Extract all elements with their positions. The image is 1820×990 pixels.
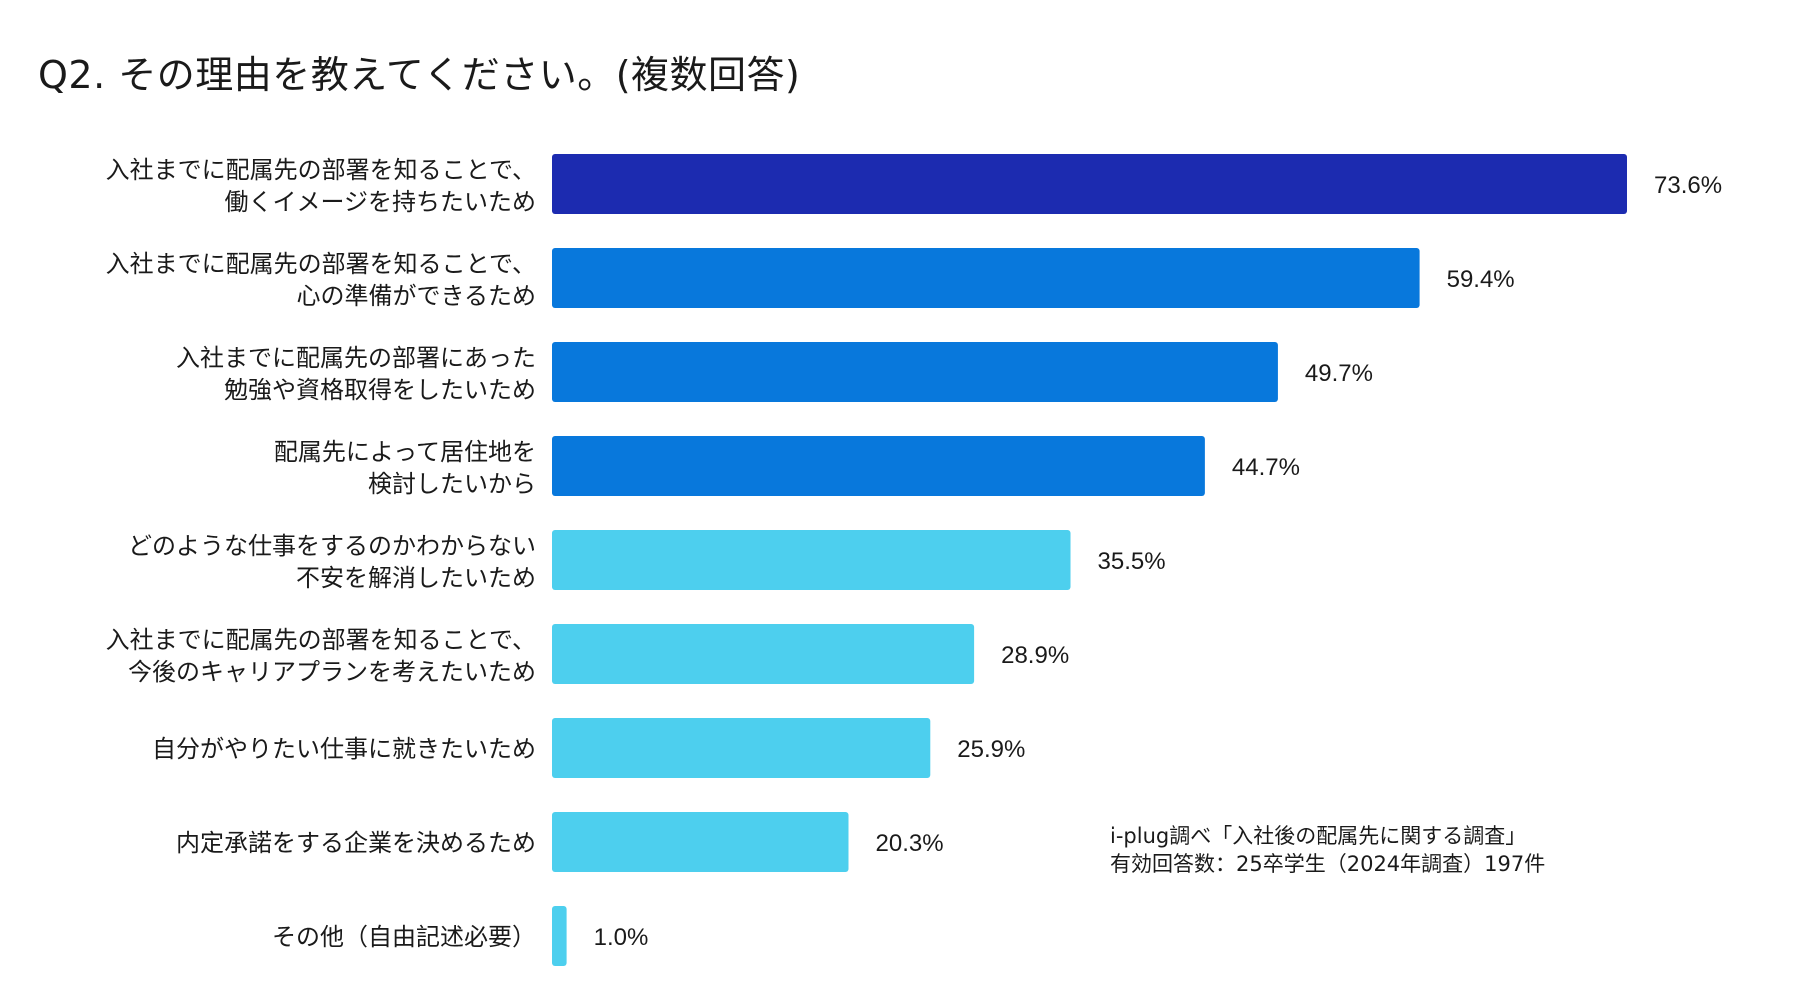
bar-2 (552, 248, 1420, 308)
category-label-4-line-1: 配属先によって居住地を (274, 438, 536, 466)
category-label-9-line-1: その他（自由記述必要） (272, 923, 536, 951)
category-label-7-line-1: 自分がやりたい仕事に就きたいため (152, 735, 536, 763)
category-label-5-line-2: 不安を解消したいため (296, 564, 536, 592)
source-line-2: 有効回答数：25卒学生（2024年調査）197件 (1110, 852, 1546, 876)
bar-8 (552, 812, 849, 872)
value-label-4: 44.7% (1232, 454, 1300, 481)
value-label-6: 28.9% (1001, 642, 1069, 669)
source-note: i-plug調べ「入社後の配属先に関する調査」 有効回答数：25卒学生（2024… (1110, 822, 1545, 878)
category-label-3-line-1: 入社までに配属先の部署にあった (176, 344, 536, 372)
category-label-1-line-2: 働くイメージを持ちたいため (224, 188, 536, 216)
bar-1 (552, 154, 1627, 214)
bar-6 (552, 624, 975, 684)
value-label-3: 49.7% (1305, 360, 1373, 387)
value-label-1: 73.6% (1654, 172, 1722, 199)
value-label-5: 35.5% (1098, 548, 1166, 575)
bar-5 (552, 530, 1071, 590)
category-label-6-line-1: 入社までに配属先の部署を知ることで、 (106, 626, 536, 654)
category-label-2-line-1: 入社までに配属先の部署を知ることで、 (106, 250, 536, 278)
category-label-6-line-2: 今後のキャリアプランを考えたいため (128, 658, 536, 686)
bar-3 (552, 342, 1278, 402)
value-label-2: 59.4% (1447, 266, 1515, 293)
category-label-5-line-1: どのような仕事をするのかわからない (128, 532, 536, 560)
category-label-8-line-1: 内定承諾をする企業を決めるため (176, 829, 536, 857)
value-label-9: 1.0% (594, 924, 649, 951)
value-label-7: 25.9% (957, 736, 1025, 763)
value-label-8: 20.3% (876, 830, 944, 857)
bar-4 (552, 436, 1205, 496)
category-label-3-line-2: 勉強や資格取得をしたいため (224, 376, 536, 404)
bar-9 (552, 906, 567, 966)
category-label-1-line-1: 入社までに配属先の部署を知ることで、 (106, 156, 536, 184)
bar-7 (552, 718, 931, 778)
category-label-4-line-2: 検討したいから (368, 470, 536, 498)
chart-title: Q2. その理由を教えてください。(複数回答) (38, 53, 801, 97)
category-label-2-line-2: 心の準備ができるため (296, 282, 536, 310)
source-line-1: i-plug調べ「入社後の配属先に関する調査」 (1110, 824, 1527, 848)
